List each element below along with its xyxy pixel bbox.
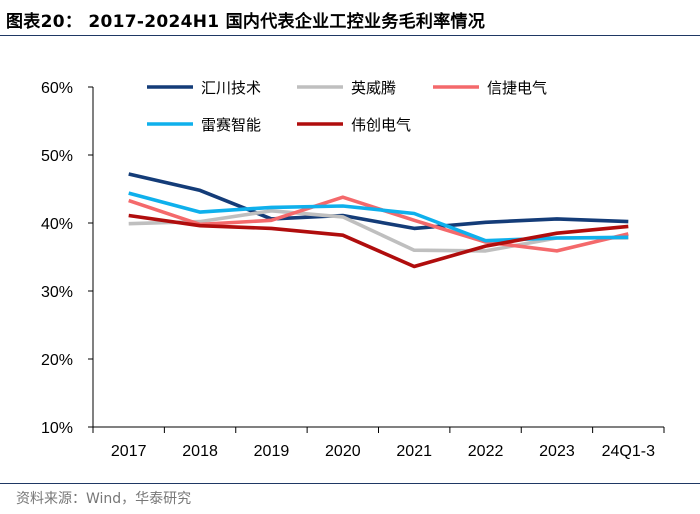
line-chart: 10% 20% 30% 40% 50% 60% 2017 2018 2019 2020 2021 20…: [41, 79, 665, 460]
chart-series: [128, 172, 629, 269]
legend-item: 伟创电气: [297, 116, 411, 134]
figure-title: 图表20： 2017-2024H1 国内代表企业工控业务毛利率情况: [6, 12, 486, 32]
series-line-2: [128, 209, 629, 253]
series-line-4: [128, 191, 629, 243]
y-tick-label: 50%: [41, 148, 73, 165]
legend-item: 英威腾: [297, 79, 396, 97]
y-tick-label: 10%: [41, 420, 73, 437]
x-tick-label: 2020: [325, 443, 361, 460]
chart-axes: 10% 20% 30% 40% 50% 60% 2017 2018 2019 2020 2021 20…: [41, 80, 665, 460]
series-line-5: [128, 213, 629, 269]
series-line-1: [128, 172, 629, 231]
footer-divider: [0, 483, 700, 484]
y-tick-label: 40%: [41, 216, 73, 233]
title-divider: [0, 35, 700, 36]
legend-item: 汇川技术: [147, 79, 261, 97]
y-tick-label: 60%: [41, 80, 73, 97]
x-tick-label: 2022: [468, 443, 504, 460]
x-tick-label: 2023: [539, 443, 575, 460]
legend-label: 雷赛智能: [201, 116, 261, 134]
x-tick-label: 2018: [182, 443, 218, 460]
y-tick-label: 20%: [41, 352, 73, 369]
legend-label: 伟创电气: [351, 116, 411, 134]
x-tick-label: 24Q1-3: [602, 443, 655, 460]
x-tick-label: 2019: [254, 443, 290, 460]
x-tick-label: 2021: [396, 443, 432, 460]
legend-item: 雷赛智能: [147, 116, 261, 134]
source-note: 资料来源：Wind，华泰研究: [16, 491, 192, 507]
x-tick-label: 2017: [111, 443, 147, 460]
legend-label: 汇川技术: [201, 79, 261, 97]
legend-label: 信捷电气: [487, 79, 547, 97]
y-tick-label: 30%: [41, 284, 73, 301]
legend-label: 英威腾: [351, 79, 396, 97]
legend-item: 信捷电气: [433, 79, 547, 97]
